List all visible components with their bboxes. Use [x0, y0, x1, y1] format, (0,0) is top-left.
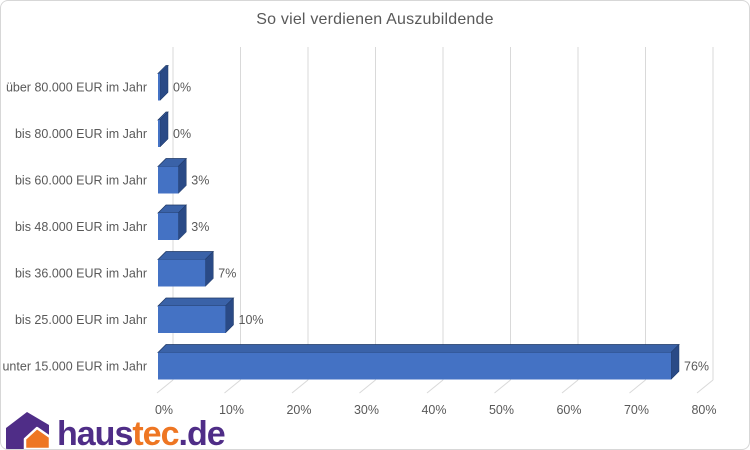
x-axis-tick-label: 70% — [624, 403, 649, 417]
x-axis-tick-label: 0% — [155, 403, 173, 417]
haustec-logo: haustec.de — [4, 410, 226, 450]
bar — [158, 120, 160, 147]
category-label: bis 25.000 EUR im Jahr — [15, 313, 147, 327]
category-label: unter 15.000 EUR im Jahr — [2, 360, 147, 374]
data-label: 3% — [191, 174, 209, 188]
house-icon — [6, 412, 51, 449]
data-label: 7% — [218, 267, 236, 281]
bar-top-face — [157, 251, 215, 260]
logo-text-de: .de — [178, 415, 226, 450]
logo-text: haustec.de — [57, 415, 226, 450]
x-axis-tick-label: 50% — [489, 403, 514, 417]
bar-top-face — [157, 297, 235, 307]
data-label: 0% — [173, 127, 191, 141]
bar — [158, 73, 160, 101]
floor-tick — [224, 379, 241, 394]
category-label: bis 80.000 EUR im Jahr — [15, 127, 147, 141]
bar — [158, 213, 179, 240]
bar — [158, 166, 179, 194]
floor-tick — [359, 379, 376, 394]
bar — [158, 352, 671, 380]
bar — [158, 259, 206, 287]
floor-tick — [561, 379, 579, 394]
floor-tick — [629, 379, 646, 394]
floor-tick — [291, 379, 309, 394]
data-label: 76% — [684, 360, 709, 374]
category-label: bis 36.000 EUR im Jahr — [15, 267, 147, 281]
x-axis-tick-label: 40% — [421, 403, 446, 417]
data-label: 0% — [173, 81, 191, 95]
x-axis-tick-label: 20% — [286, 403, 311, 417]
x-axis-tick-label: 80% — [691, 403, 716, 417]
x-axis-tick-label: 30% — [354, 403, 379, 417]
floor-tick — [696, 379, 714, 394]
category-label: bis 60.000 EUR im Jahr — [15, 174, 147, 188]
category-label: bis 48.000 EUR im Jahr — [15, 220, 147, 234]
chart-title: So viel verdienen Auszubildende — [256, 11, 494, 28]
bar — [158, 306, 226, 333]
floor-tick — [494, 379, 511, 394]
logo-text-haus: haus — [57, 415, 133, 450]
floor-tick — [156, 379, 174, 394]
logo-text-tec: tec — [132, 415, 179, 450]
x-axis-tick-label: 10% — [219, 403, 244, 417]
data-label: 3% — [191, 220, 209, 234]
floor-tick — [426, 379, 444, 394]
data-label: 10% — [239, 313, 264, 327]
category-label: über 80.000 EUR im Jahr — [6, 81, 147, 95]
x-axis-tick-label: 60% — [556, 403, 581, 417]
bar-top-face — [157, 344, 680, 353]
